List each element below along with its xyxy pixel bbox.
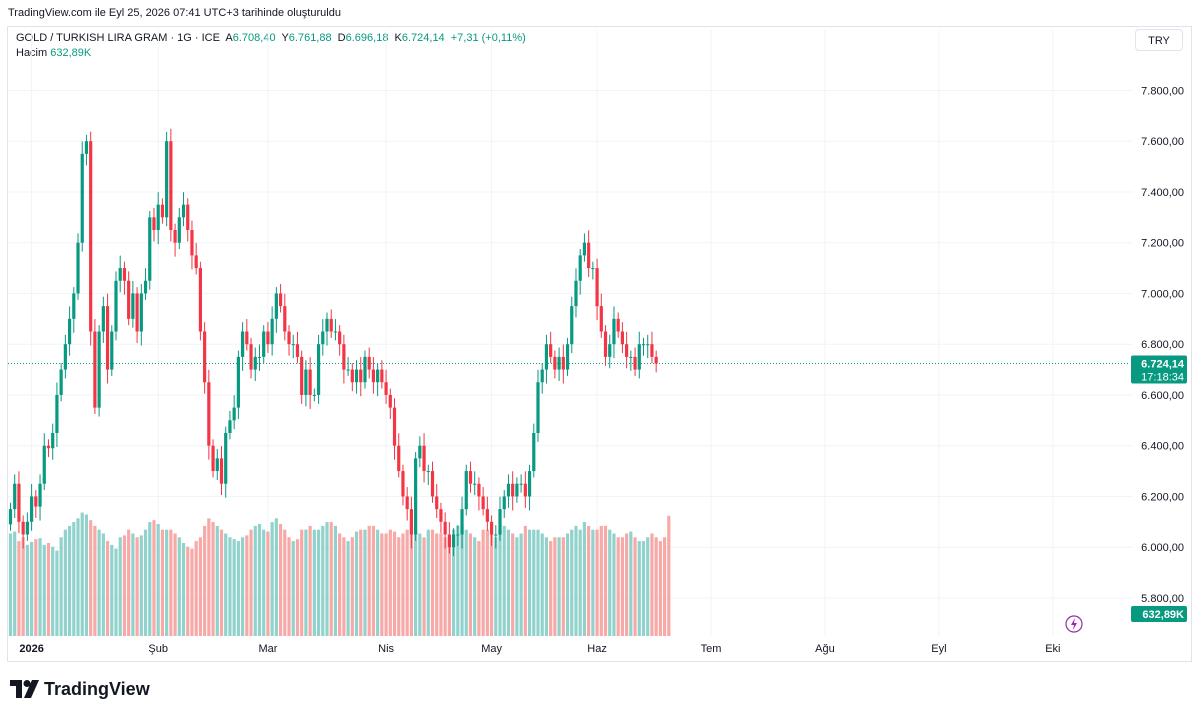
tradingview-logo-icon [10,680,39,698]
close-value: 6.724,14 [401,32,445,44]
volume-value: 632,89K [50,47,92,59]
symbol-title[interactable]: GOLD / TURKISH LIRA GRAM · 1G · ICE [16,32,220,44]
chart-frame [7,26,1192,662]
high-value: 6.761,88 [288,32,332,44]
snapshot-caption: TradingView.com ile Eyl 25, 2026 07:41 U… [8,7,341,19]
volume-legend: Hacim 632,89K [16,47,91,59]
low-label: D [337,32,346,44]
volume-label[interactable]: Hacim [16,47,48,59]
close-label: K [394,32,402,44]
tradingview-logo[interactable]: TradingView [10,678,150,700]
change-value: +7,31 (+0,11%) [450,32,526,44]
open-value: 6.708,40 [232,32,276,44]
low-value: 6.696,18 [345,32,389,44]
high-label: Y [281,32,289,44]
open-label: A [225,32,233,44]
tradingview-brand: TradingView [44,678,150,699]
currency-button[interactable]: TRY [1135,29,1183,51]
chart-legend: GOLD / TURKISH LIRA GRAM · 1G · ICE A6.7… [16,32,529,44]
